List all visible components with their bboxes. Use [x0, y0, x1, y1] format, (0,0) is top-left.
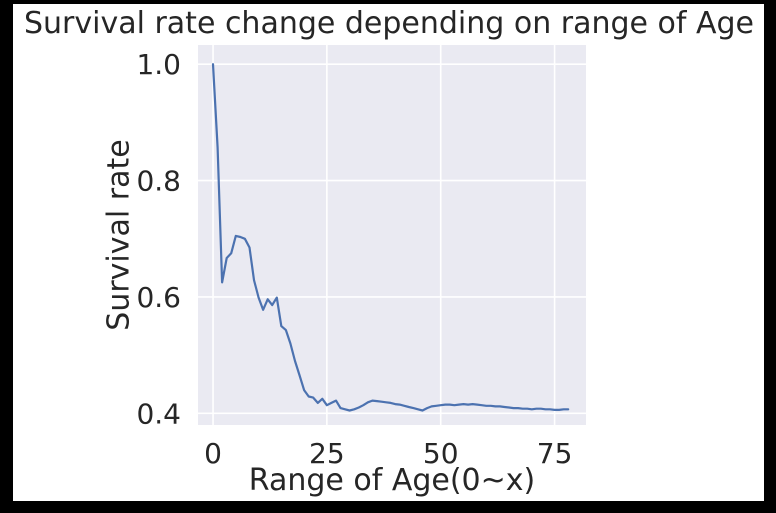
figure: Survival rate change depending on range …	[13, 4, 764, 501]
x-tick-label-25: 25	[309, 437, 345, 470]
x-tick-label-50: 50	[423, 437, 459, 470]
y-tick-label-1: 1.0	[136, 48, 181, 81]
survival-rate-line	[211, 63, 570, 412]
x-tick-label-75: 75	[537, 437, 573, 470]
plot-background	[198, 45, 586, 425]
chart-title: Survival rate change depending on range …	[23, 6, 755, 41]
plot-area: 0 25 50 75 0.4 0.6 0.8 1.0	[136, 45, 586, 470]
x-axis-label: Range of Age(0~x)	[248, 463, 536, 498]
y-tick-label-0.8: 0.8	[136, 165, 181, 198]
x-tick-label-0: 0	[204, 437, 222, 470]
y-tick-label-0.4: 0.4	[136, 397, 181, 430]
y-tick-label-0.6: 0.6	[136, 281, 181, 314]
